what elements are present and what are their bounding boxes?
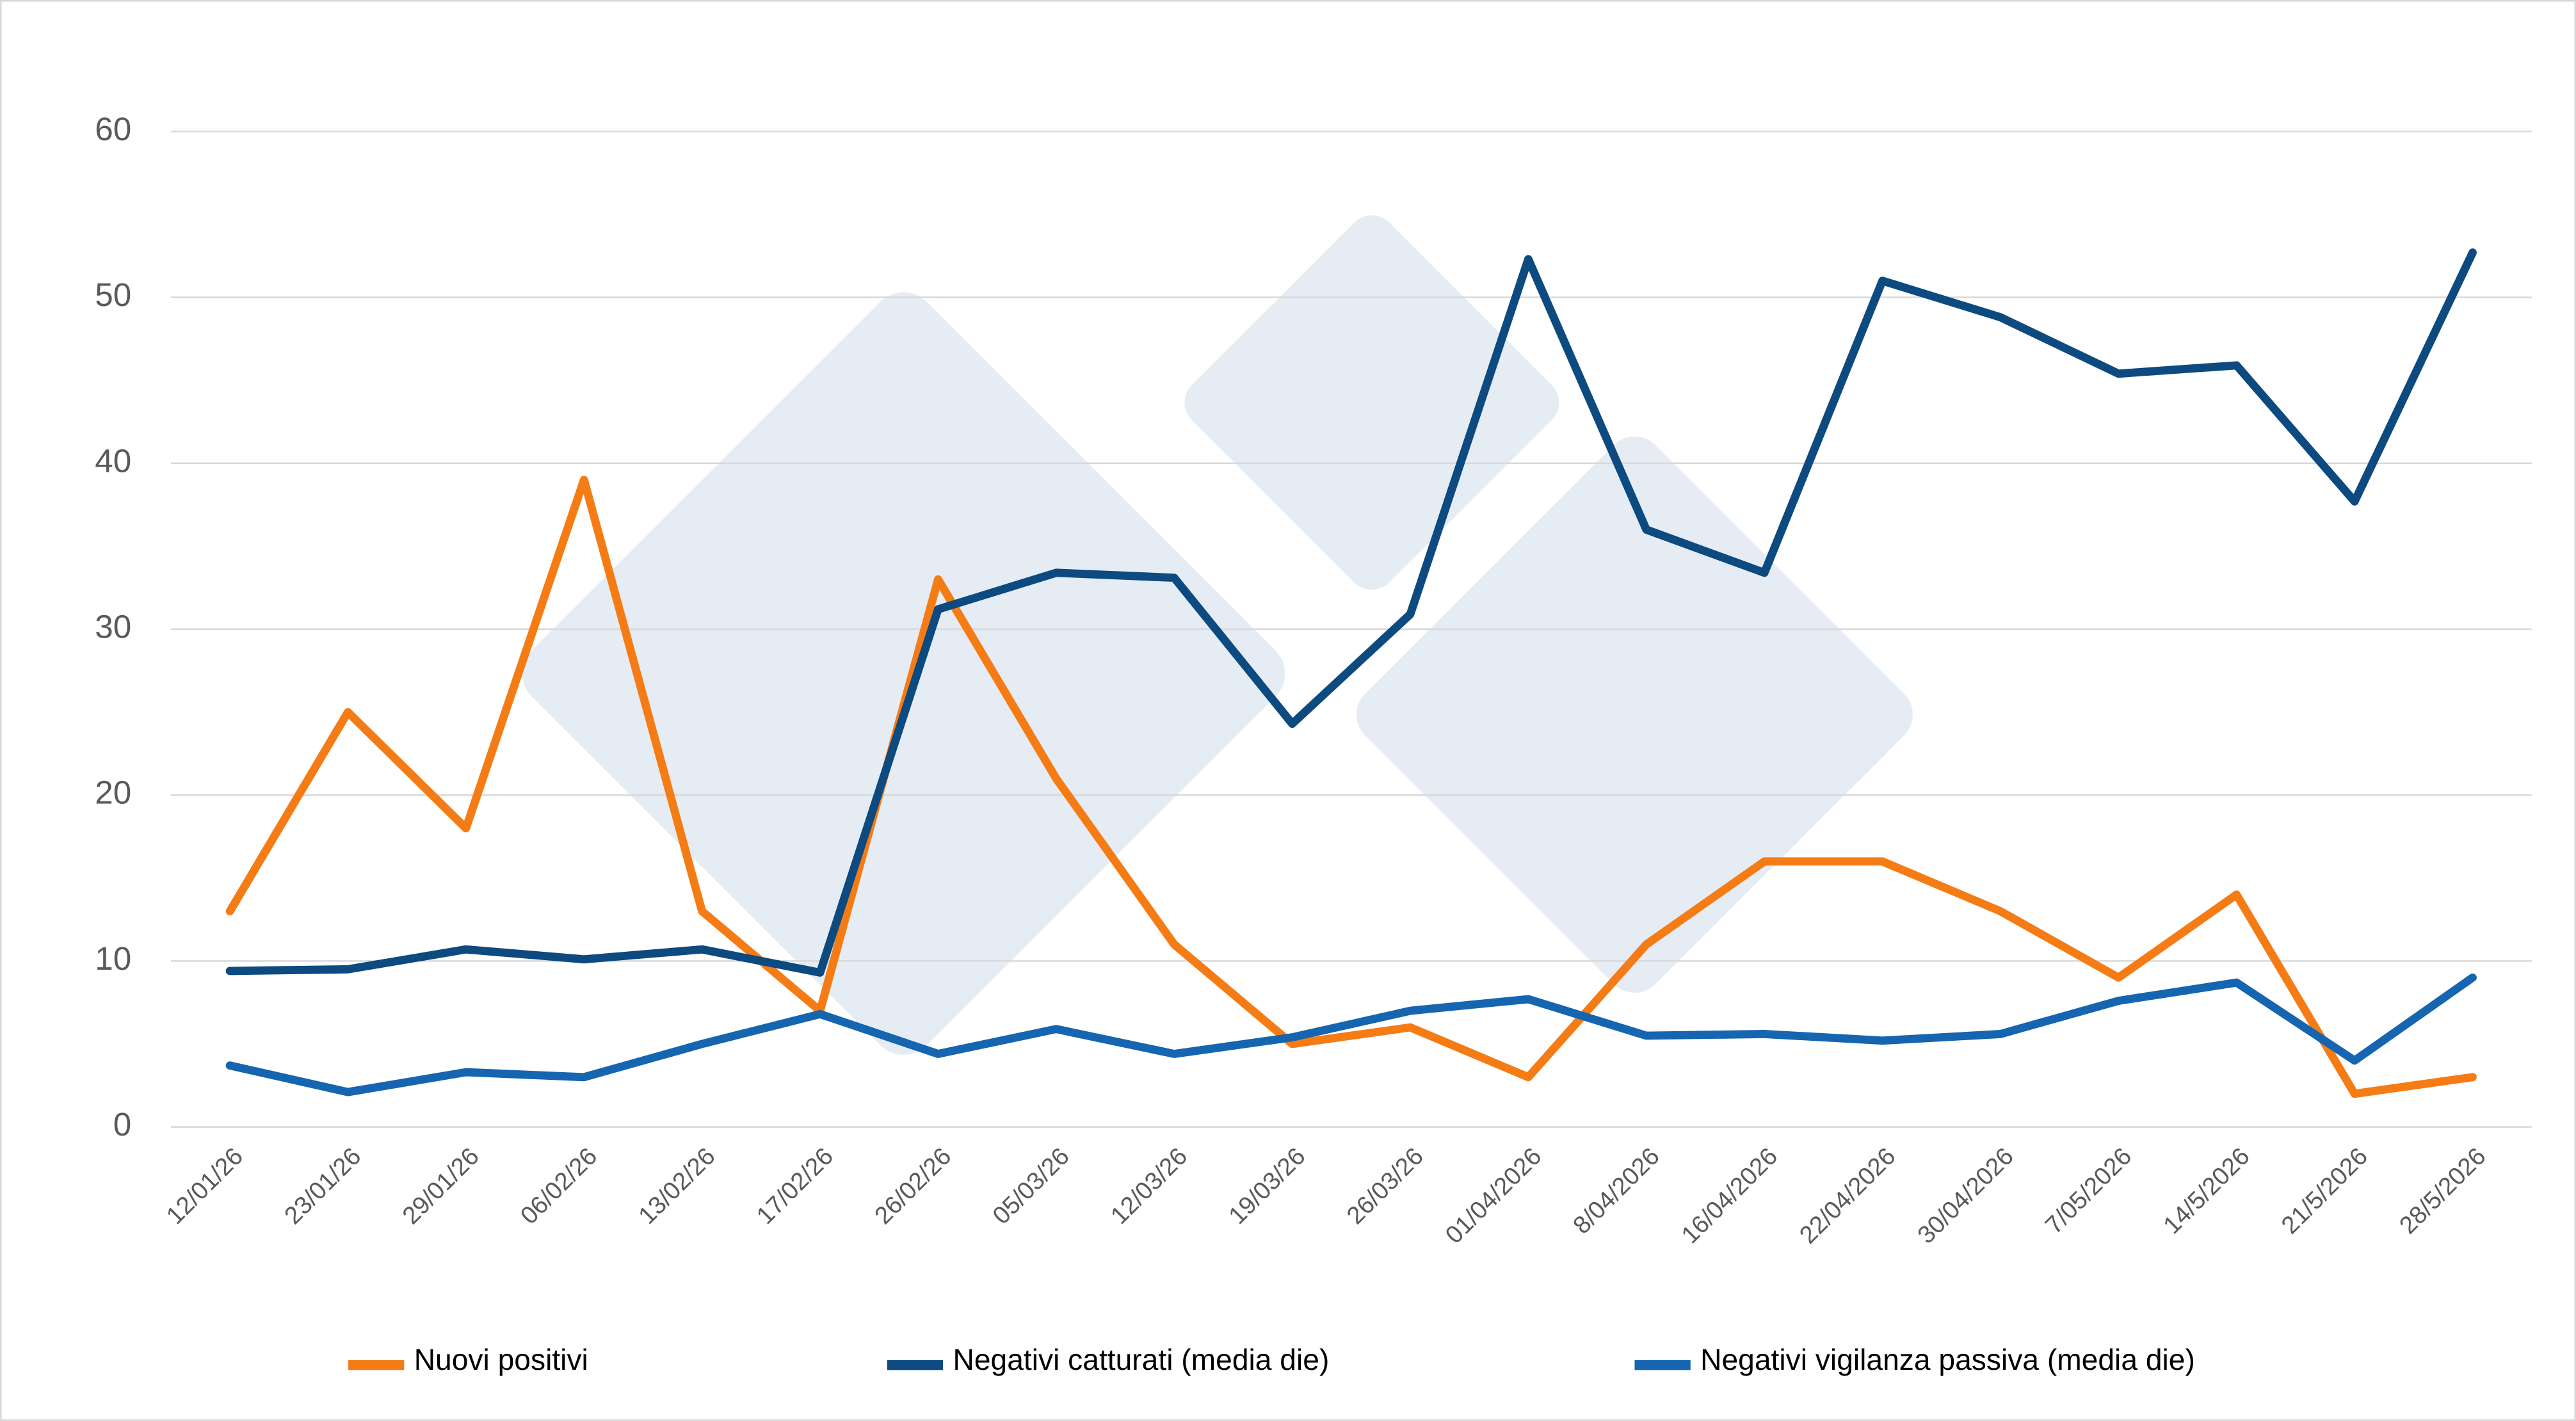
y-tick-label: 40 [95,442,131,479]
series-line [225,248,2477,977]
legend-label: Nuovi positivi [414,1343,588,1376]
series-line [225,973,2477,1096]
watermark [522,215,1913,1055]
series-line [225,476,2477,1098]
y-tick-label: 20 [95,775,131,811]
y-tick-label: 10 [95,940,131,977]
y-tick-label: 30 [95,609,131,645]
y-tick-label: 0 [113,1106,132,1143]
y-tick-label: 50 [95,277,131,313]
legend-label: Negativi vigilanza passiva (media die) [1700,1343,2195,1376]
legend-label: Negativi catturati (media die) [953,1343,1329,1376]
y-tick-label: 60 [95,111,131,147]
